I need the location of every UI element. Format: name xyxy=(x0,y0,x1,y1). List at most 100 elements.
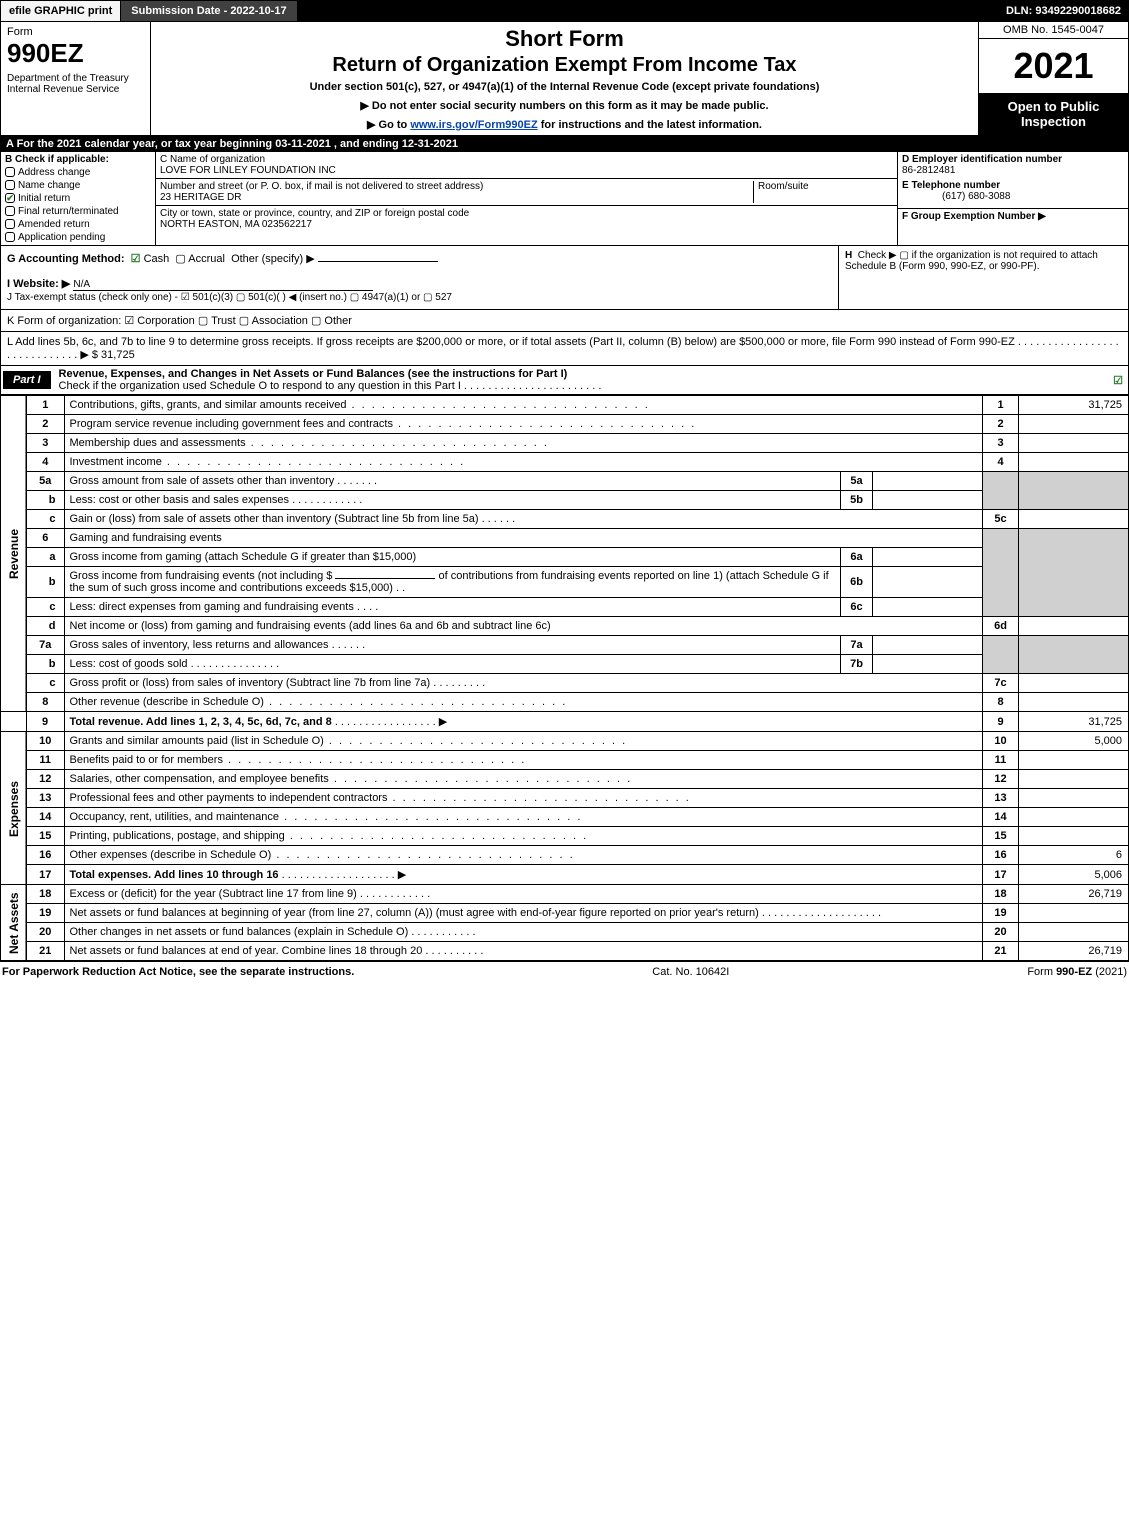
line-5c: c Gain or (loss) from sale of assets oth… xyxy=(1,510,1129,529)
line-7c: c Gross profit or (loss) from sales of i… xyxy=(1,674,1129,693)
section-h: H Check ▶ ▢ if the organization is not r… xyxy=(838,246,1128,309)
i-label: I Website: ▶ xyxy=(7,278,70,290)
addr-value: 23 HERITAGE DR xyxy=(160,192,753,203)
g-other: Other (specify) ▶ xyxy=(231,253,315,265)
line-6: 6 Gaming and fundraising events xyxy=(1,529,1129,548)
line-6d: d Net income or (loss) from gaming and f… xyxy=(1,617,1129,636)
line-15: 15 Printing, publications, postage, and … xyxy=(1,827,1129,846)
efile-print-button[interactable]: efile GRAPHIC print xyxy=(0,0,121,22)
omb-number: OMB No. 1545-0047 xyxy=(979,22,1128,39)
footer-left: For Paperwork Reduction Act Notice, see … xyxy=(2,966,354,978)
line-17: 17 Total expenses. Add lines 10 through … xyxy=(1,865,1129,885)
h-text: Check ▶ ▢ if the organization is not req… xyxy=(845,250,1098,272)
dln-label: DLN: 93492290018682 xyxy=(998,1,1129,21)
line-1: Revenue 1 Contributions, gifts, grants, … xyxy=(1,396,1129,415)
instr2-suffix: for instructions and the latest informat… xyxy=(538,119,762,131)
org-name-value: LOVE FOR LINLEY FOUNDATION INC xyxy=(160,165,893,176)
line-16-value: 6 xyxy=(1019,846,1129,865)
section-c: C Name of organization LOVE FOR LINLEY F… xyxy=(156,152,898,245)
revenue-vertical-label: Revenue xyxy=(1,396,27,712)
line-10: Expenses 10 Grants and similar amounts p… xyxy=(1,732,1129,751)
part1-label: Part I xyxy=(3,371,51,389)
cash-checkmark: ☑ xyxy=(131,253,141,265)
group-exemption-label: F Group Exemption Number ▶ xyxy=(902,211,1046,222)
form-number: 990EZ xyxy=(7,38,144,69)
part1-subtitle: Check if the organization used Schedule … xyxy=(59,380,602,392)
city-label: City or town, state or province, country… xyxy=(160,208,893,219)
checkbox-amended-return[interactable]: Amended return xyxy=(5,219,151,230)
footer: For Paperwork Reduction Act Notice, see … xyxy=(0,961,1129,982)
section-e: E Telephone number (617) 680-3088 xyxy=(898,178,1128,204)
g-cash: Cash xyxy=(144,253,170,265)
line-17-value: 5,006 xyxy=(1019,865,1129,885)
header-right: OMB No. 1545-0047 2021 Open to Public In… xyxy=(978,22,1128,135)
line-6c: c Less: direct expenses from gaming and … xyxy=(1,598,1129,617)
line-5a: 5a Gross amount from sale of assets othe… xyxy=(1,472,1129,491)
ein-value: 86-2812481 xyxy=(902,165,955,176)
ein-label: D Employer identification number xyxy=(902,154,1062,165)
netassets-vertical-label: Net Assets xyxy=(1,885,27,961)
block-bcdef: B Check if applicable: Address change Na… xyxy=(0,152,1129,246)
line-16: 16 Other expenses (describe in Schedule … xyxy=(1,846,1129,865)
org-name-label: C Name of organization xyxy=(160,154,893,165)
phone-value: (617) 680-3088 xyxy=(902,191,1010,202)
open-public-badge: Open to Public Inspection xyxy=(979,93,1128,135)
form-word: Form xyxy=(7,26,144,38)
line-9-value: 31,725 xyxy=(1019,712,1129,732)
short-form-title: Short Form xyxy=(159,26,970,52)
checkbox-initial-return[interactable]: ✔Initial return xyxy=(5,193,151,204)
top-bar: efile GRAPHIC print Submission Date - 20… xyxy=(0,0,1129,22)
line-3: 3 Membership dues and assessments 3 xyxy=(1,434,1129,453)
room-suite-label: Room/suite xyxy=(753,181,893,203)
city-row: City or town, state or province, country… xyxy=(156,206,897,232)
section-b: B Check if applicable: Address change Na… xyxy=(1,152,156,245)
lines-table: Revenue 1 Contributions, gifts, grants, … xyxy=(0,395,1129,961)
part1-header: Part I Revenue, Expenses, and Changes in… xyxy=(0,366,1129,395)
line-10-value: 5,000 xyxy=(1019,732,1129,751)
section-a: A For the 2021 calendar year, or tax yea… xyxy=(0,136,1129,152)
line-11: 11 Benefits paid to or for members 11 xyxy=(1,751,1129,770)
department-label: Department of the Treasury Internal Reve… xyxy=(7,73,144,95)
checkbox-application-pending[interactable]: Application pending xyxy=(5,232,151,243)
under-section-text: Under section 501(c), 527, or 4947(a)(1)… xyxy=(159,81,970,93)
line-6a: a Gross income from gaming (attach Sched… xyxy=(1,548,1129,567)
g-label: G Accounting Method: xyxy=(7,253,125,265)
h-label: H xyxy=(845,250,852,261)
org-name-row: C Name of organization LOVE FOR LINLEY F… xyxy=(156,152,897,179)
footer-center: Cat. No. 10642I xyxy=(354,966,1027,978)
header-center: Short Form Return of Organization Exempt… xyxy=(151,22,978,135)
address-row: Number and street (or P. O. box, if mail… xyxy=(156,179,897,206)
line-5b: b Less: cost or other basis and sales ex… xyxy=(1,491,1129,510)
tax-year: 2021 xyxy=(979,39,1128,93)
line-4: 4 Investment income 4 xyxy=(1,453,1129,472)
line-8: 8 Other revenue (describe in Schedule O)… xyxy=(1,693,1129,712)
instruction-1: ▶ Do not enter social security numbers o… xyxy=(159,99,970,112)
line-7a: 7a Gross sales of inventory, less return… xyxy=(1,636,1129,655)
line-7b: b Less: cost of goods sold . . . . . . .… xyxy=(1,655,1129,674)
part1-checkbox[interactable]: ☑ xyxy=(1108,374,1128,387)
irs-link[interactable]: www.irs.gov/Form990EZ xyxy=(410,119,537,131)
form-header: Form 990EZ Department of the Treasury In… xyxy=(0,22,1129,136)
addr-label: Number and street (or P. O. box, if mail… xyxy=(160,181,753,192)
expenses-vertical-label: Expenses xyxy=(1,732,27,885)
section-g: G Accounting Method: ☑ Cash ▢ Accrual Ot… xyxy=(1,246,838,309)
checkbox-name-change[interactable]: Name change xyxy=(5,180,151,191)
section-d: D Employer identification number 86-2812… xyxy=(898,152,1128,178)
section-b-title: B Check if applicable: xyxy=(5,154,151,165)
section-k: K Form of organization: ☑ Corporation ▢ … xyxy=(0,310,1129,332)
phone-label: E Telephone number xyxy=(902,180,1000,191)
line-2: 2 Program service revenue including gove… xyxy=(1,415,1129,434)
checkbox-final-return[interactable]: Final return/terminated xyxy=(5,206,151,217)
line-19: 19 Net assets or fund balances at beginn… xyxy=(1,904,1129,923)
submission-date-button[interactable]: Submission Date - 2022-10-17 xyxy=(121,0,297,22)
section-j: J Tax-exempt status (check only one) - ☑… xyxy=(7,292,452,303)
g-accrual: Accrual xyxy=(188,253,225,265)
instr2-prefix: ▶ Go to xyxy=(367,119,410,131)
line-18: Net Assets 18 Excess or (deficit) for th… xyxy=(1,885,1129,904)
main-title: Return of Organization Exempt From Incom… xyxy=(159,54,970,77)
line-12: 12 Salaries, other compensation, and emp… xyxy=(1,770,1129,789)
checkbox-address-change[interactable]: Address change xyxy=(5,167,151,178)
line-13: 13 Professional fees and other payments … xyxy=(1,789,1129,808)
section-l: L Add lines 5b, 6c, and 7b to line 9 to … xyxy=(0,332,1129,366)
line-6b: b Gross income from fundraising events (… xyxy=(1,567,1129,598)
